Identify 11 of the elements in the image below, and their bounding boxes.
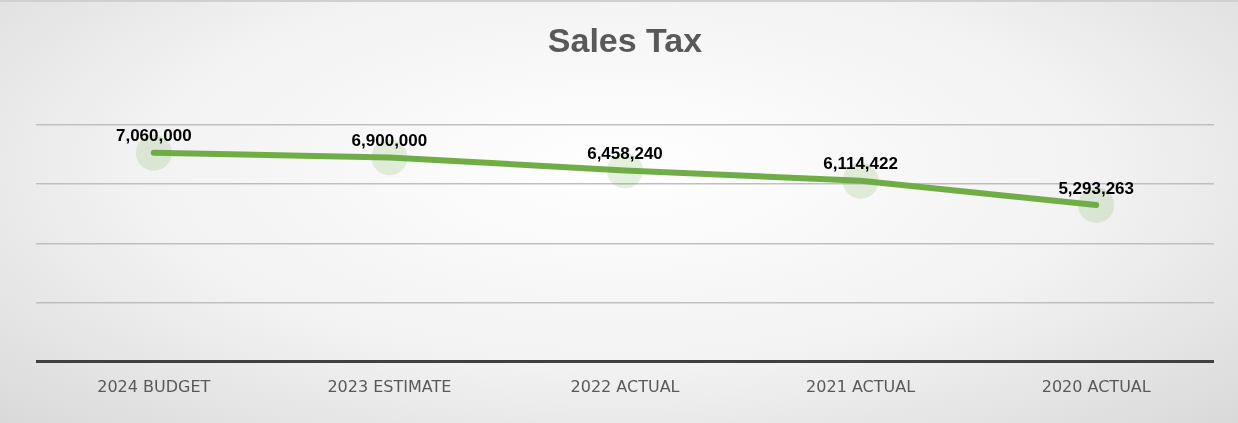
x-tick-label: 2023 ESTIMATE — [327, 376, 452, 396]
chart-title: Sales Tax — [547, 20, 703, 59]
x-tick-label: 2022 ACTUAL — [570, 376, 680, 396]
x-tick-label: 2024 BUDGET — [97, 376, 211, 396]
data-label: 6,114,422 — [823, 154, 898, 174]
data-label: 7,060,000 — [115, 126, 192, 146]
x-tick-label: 2020 ACTUAL — [1041, 376, 1151, 396]
data-label: 6,458,240 — [587, 144, 663, 164]
data-label: 5,293,263 — [1058, 178, 1135, 198]
x-tick-label: 2021 ACTUAL — [806, 376, 916, 396]
data-label: 6,900,000 — [351, 131, 428, 151]
